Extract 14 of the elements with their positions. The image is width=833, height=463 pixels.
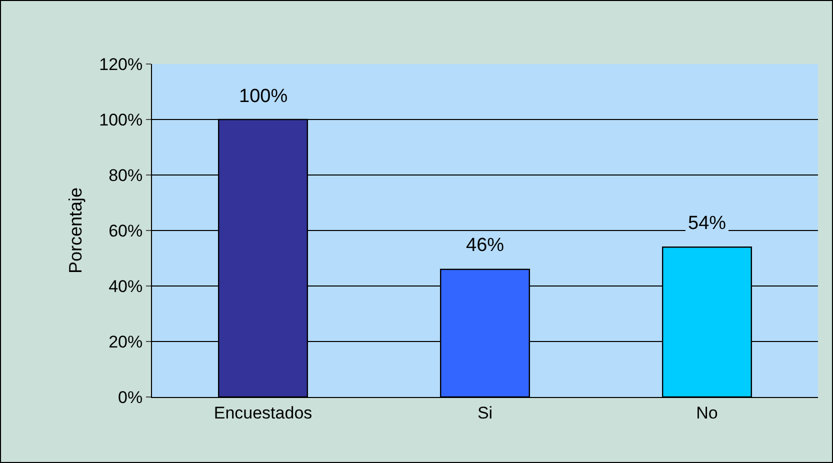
x-tick-label: No xyxy=(696,403,718,422)
y-tick-label: 40% xyxy=(108,276,143,296)
y-tick-label: 60% xyxy=(108,221,143,240)
data-label: 100% xyxy=(239,86,288,107)
x-tick-label: Si xyxy=(477,403,493,422)
y-tick-label: 100% xyxy=(99,110,143,130)
data-label: 54% xyxy=(688,213,726,234)
y-axis-title: Porcentaje xyxy=(65,187,86,274)
y-tick-label: 120% xyxy=(99,54,143,74)
y-tick-label: 20% xyxy=(108,332,143,352)
y-tick-label: 80% xyxy=(108,166,143,185)
x-tick-label: Encuestados xyxy=(214,403,312,422)
data-label: 46% xyxy=(466,235,504,256)
y-tick-label: 0% xyxy=(118,388,143,407)
